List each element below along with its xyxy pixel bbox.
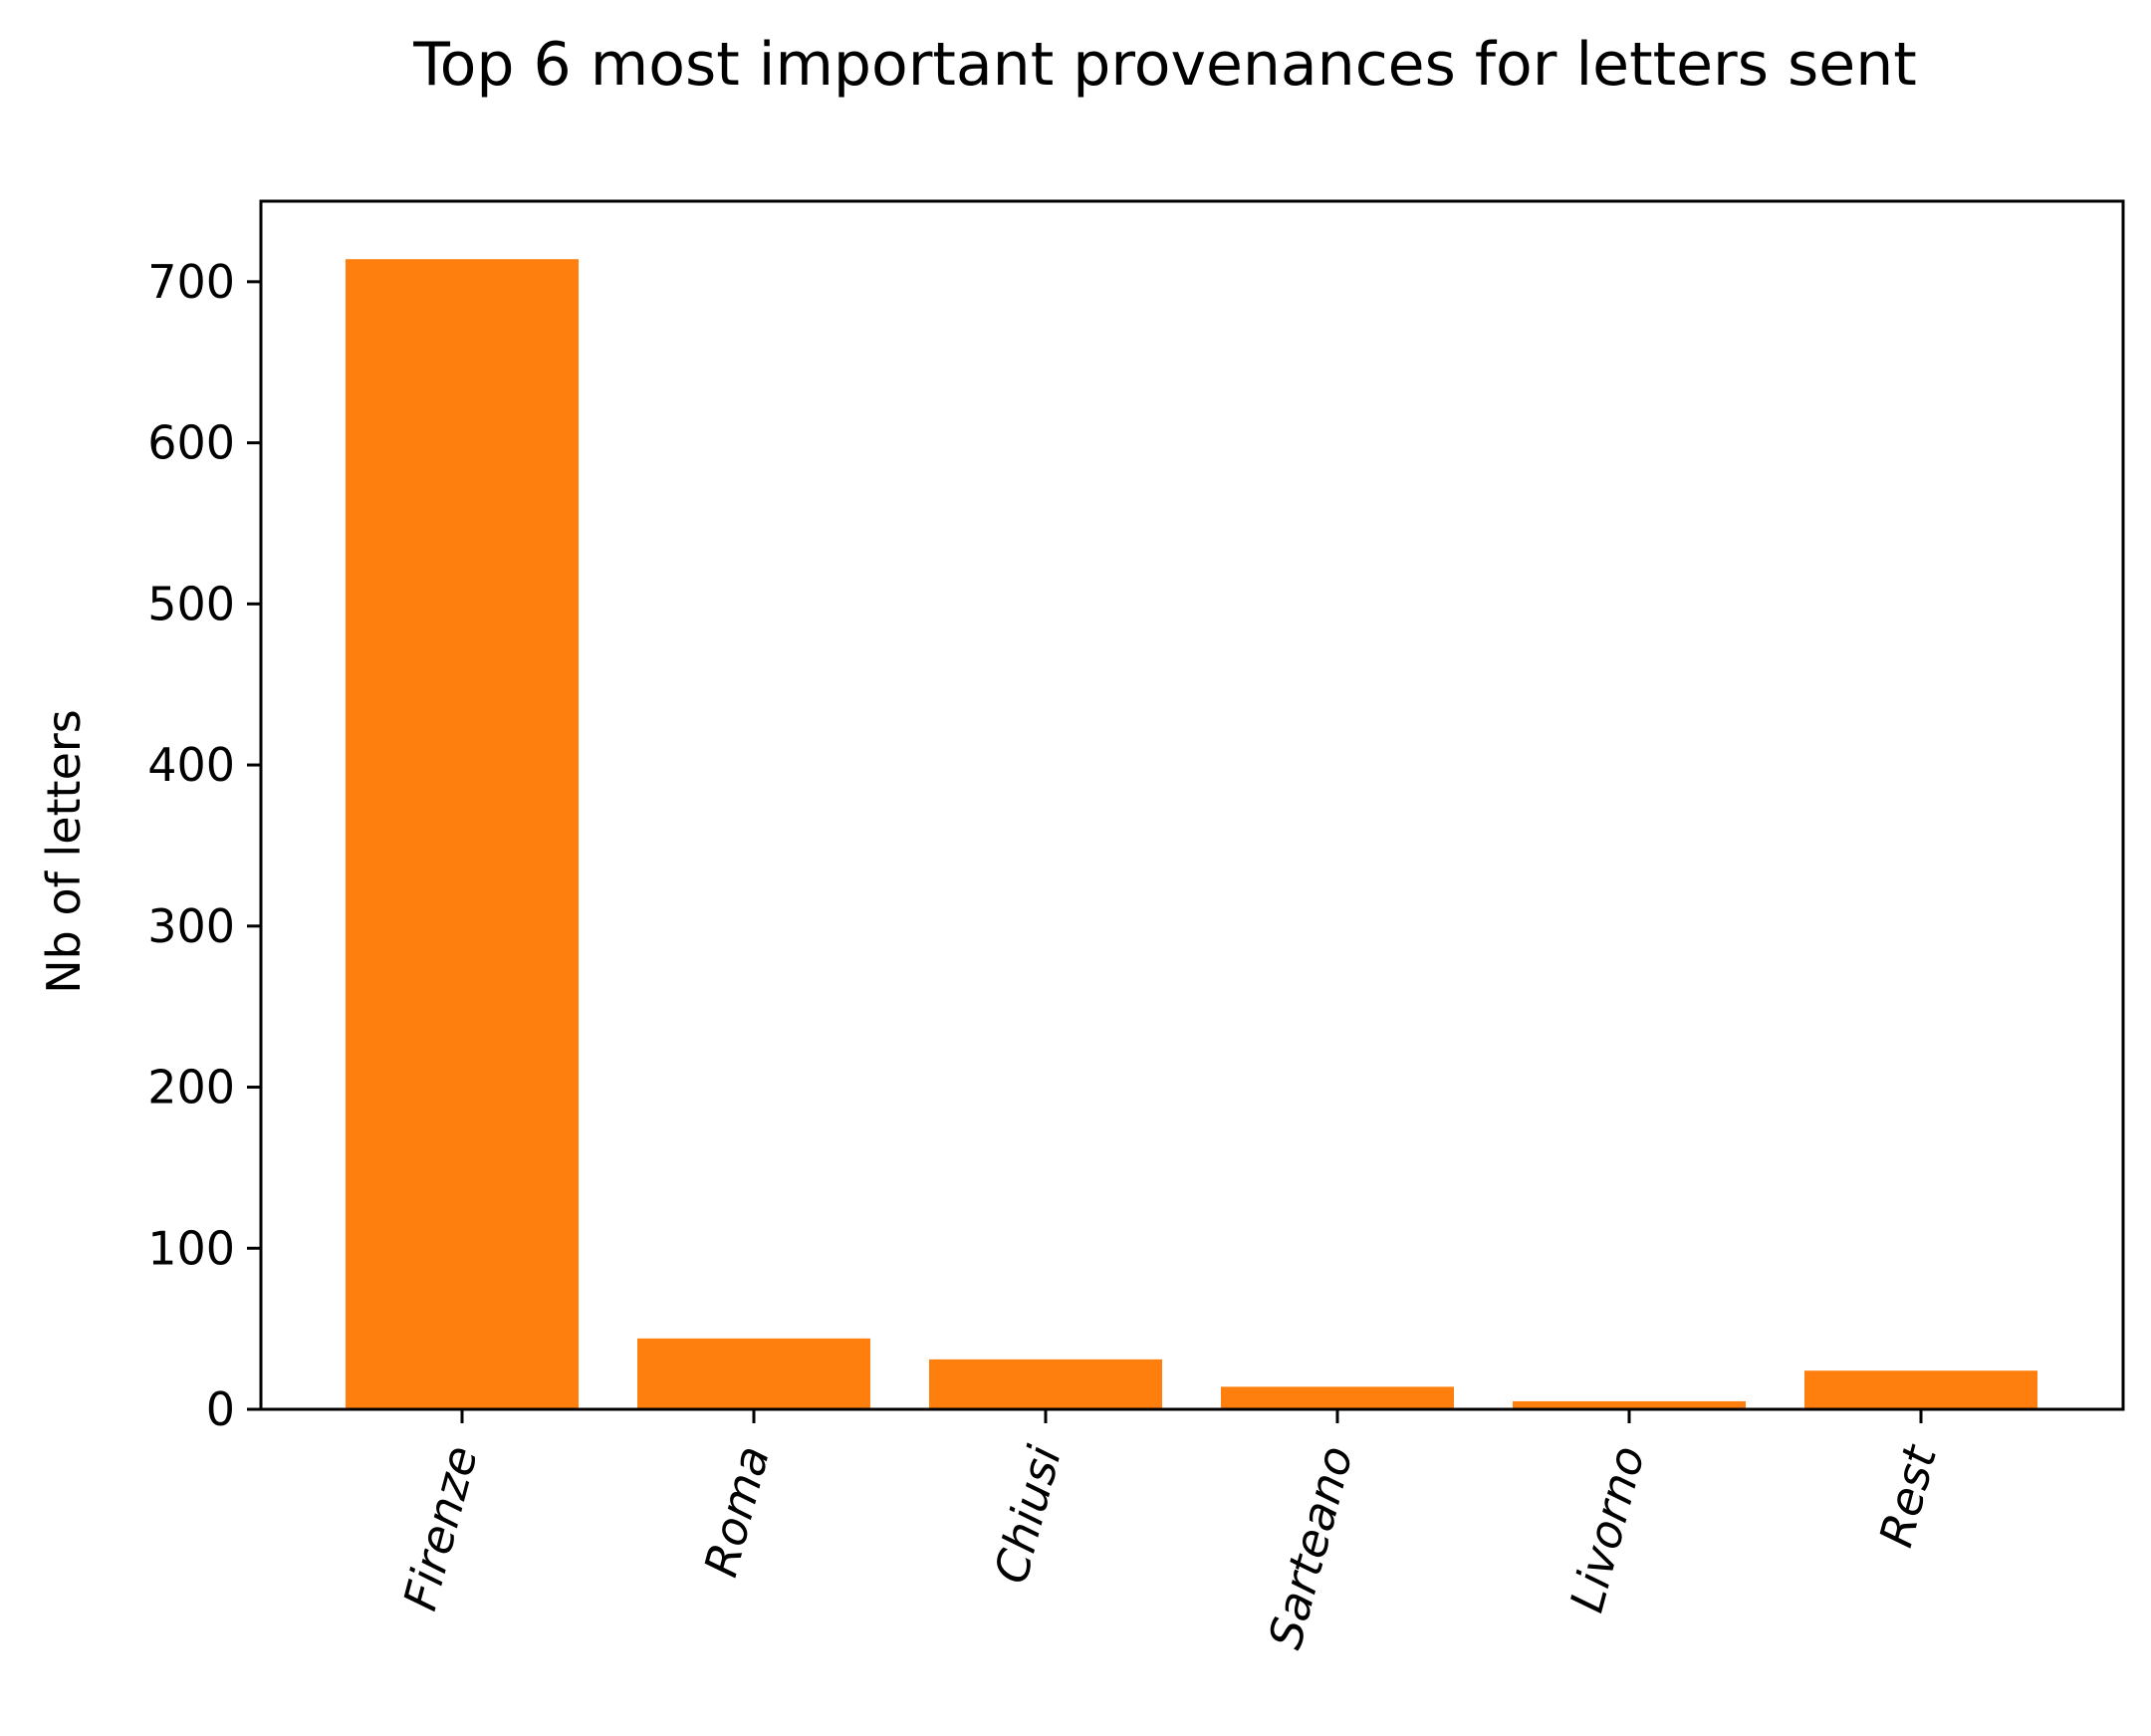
y-axis-label: Nb of letters (37, 709, 91, 994)
bar-rest (1804, 1370, 2037, 1409)
x-tick-label-roma: Roma (693, 1440, 780, 1583)
x-axis: Firenze Roma Chiusi Sarteano Livorno Rest (392, 1409, 1948, 1654)
y-tick-label-500: 500 (147, 577, 235, 630)
y-tick-label-200: 200 (147, 1061, 235, 1115)
x-tick-label-sarteano: Sarteano (1258, 1440, 1363, 1654)
x-tick-label-livorno: Livorno (1559, 1440, 1655, 1617)
bar-chiusi (929, 1359, 1162, 1409)
y-tick-label-0: 0 (206, 1382, 235, 1436)
y-tick-label-700: 700 (147, 255, 235, 309)
y-tick-label-400: 400 (147, 738, 235, 792)
x-tick-label-rest: Rest (1868, 1438, 1947, 1553)
y-tick-label-100: 100 (147, 1221, 235, 1275)
chart-title: Top 6 most important provenances for let… (412, 30, 1917, 100)
plot-frame (259, 199, 2125, 1411)
bar-livorno (1513, 1400, 1746, 1409)
bar-sarteano (1221, 1386, 1454, 1409)
y-axis: 0 100 200 300 400 500 600 700 (147, 255, 261, 1436)
x-tick-label-chiusi: Chiusi (984, 1440, 1072, 1589)
bars-group (346, 259, 2037, 1409)
y-tick-label-600: 600 (147, 416, 235, 470)
y-tick-label-300: 300 (147, 899, 235, 953)
x-tick-label-firenze: Firenze (392, 1440, 488, 1615)
bar-firenze (346, 259, 579, 1409)
bar-roma (637, 1338, 870, 1409)
